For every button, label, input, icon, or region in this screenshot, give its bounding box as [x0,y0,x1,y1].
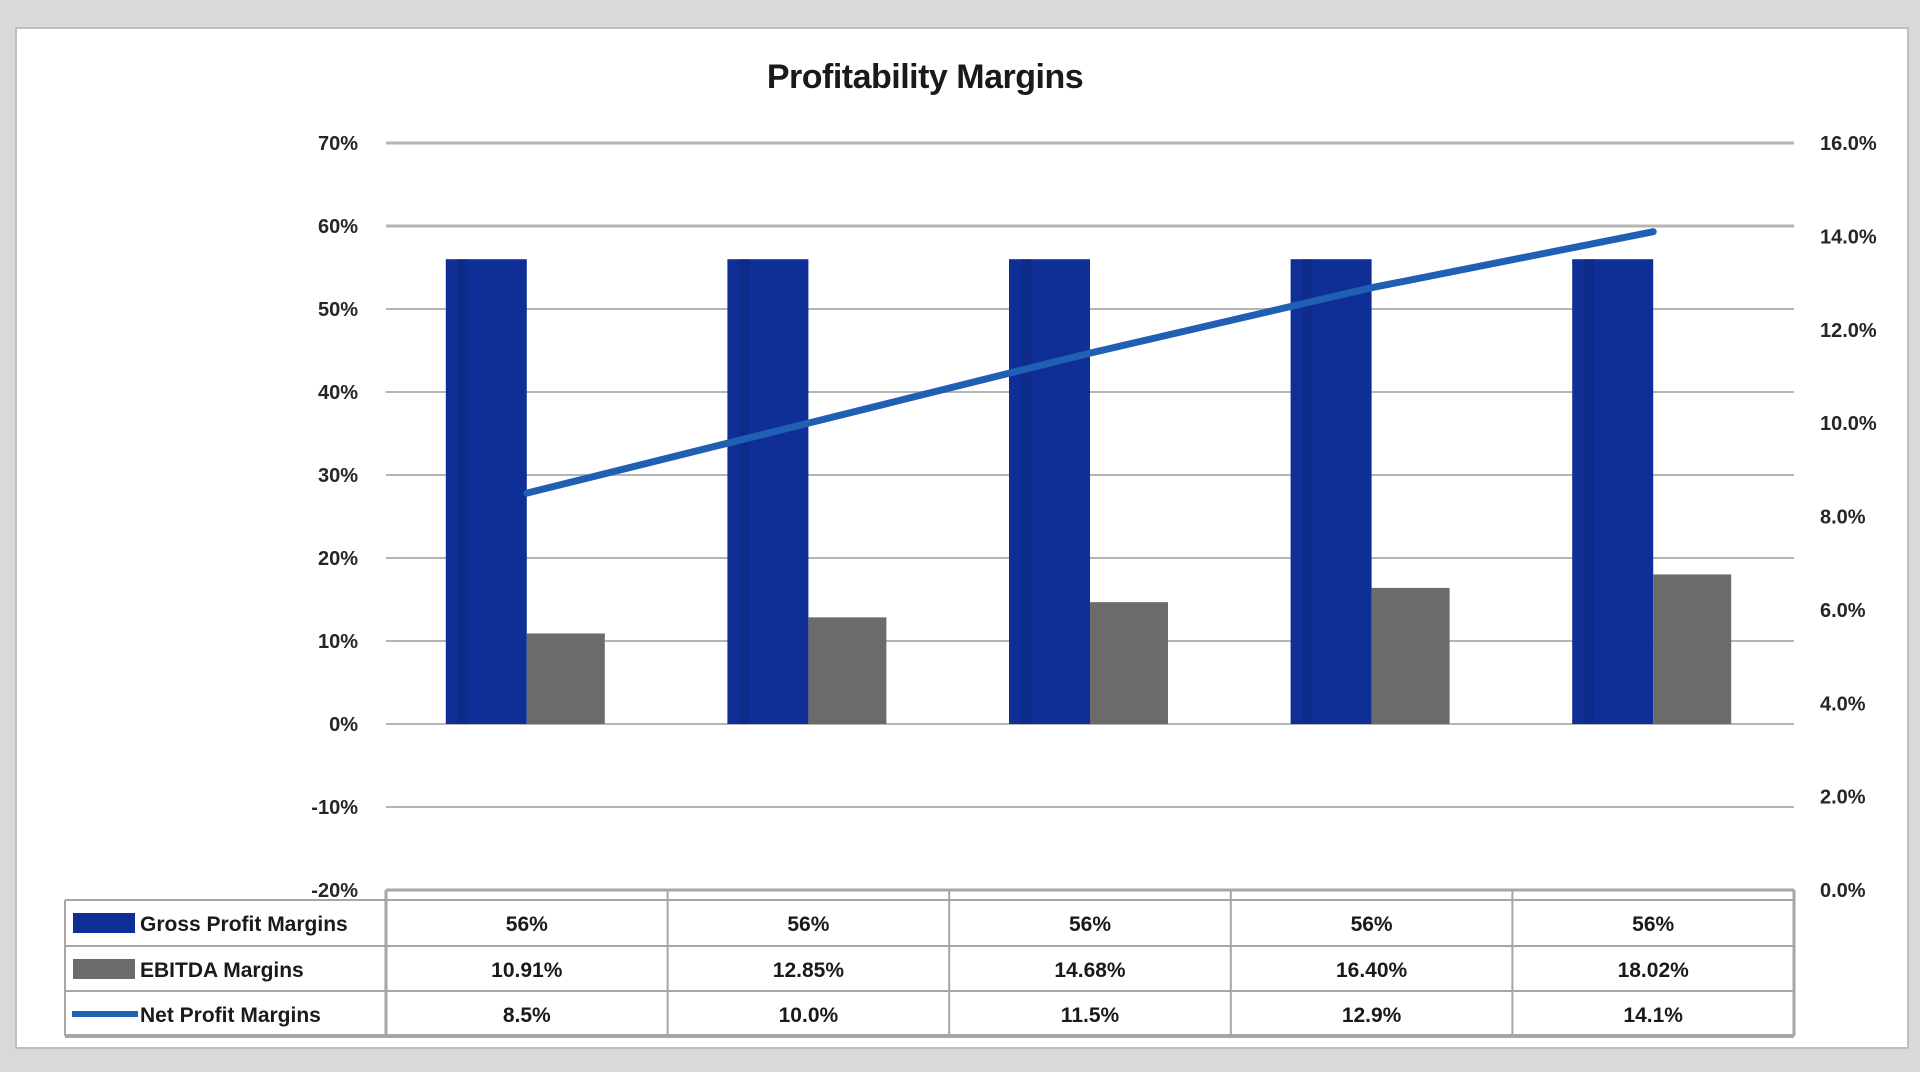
ebitda-bar [1090,602,1168,724]
y-left-tick-label: 10% [318,631,358,653]
gross-profit-bar-shade [739,259,750,724]
y-left-tick-label: 50% [318,299,358,321]
gross-profit-bar-shade [457,259,468,724]
table-cell-value: 16.40% [1336,959,1408,982]
legend-label: EBITDA Margins [140,959,304,982]
table-cell-value: 56% [787,913,829,936]
ebitda-bar [1653,574,1732,724]
table-cell-value: 56% [1632,913,1674,936]
gross-profit-bar-shade [1584,259,1595,724]
gross-profit-bar-shade [1021,259,1031,724]
table-cell-value: 14.1% [1623,1004,1683,1027]
y-right-tick-label: 12.0% [1820,320,1877,342]
table-cell-value: 14.68% [1054,959,1126,982]
table-cell-value: 11.5% [1061,1004,1120,1027]
y-left-tick-label: 0% [329,714,358,736]
net-profit-line [523,228,1657,497]
table-cell-value: 8.5% [503,1004,551,1027]
y-left-tick-label: -20% [311,880,358,902]
y-left-tick-label: 20% [318,548,358,570]
ebitda-bar [1371,587,1450,724]
y-left-tick-label: 40% [318,382,358,404]
y-right-tick-label: 14.0% [1820,226,1877,248]
chart-title: Profitability Margins [766,58,1084,96]
legend-label: Gross Profit Margins [140,913,348,936]
ebitda-bar [526,633,605,724]
legend-key-gross-profit [73,913,135,933]
y-right-tick-label: 6.0% [1820,600,1866,622]
y-right-tick-label: 0.0% [1820,880,1866,902]
y-right-tick-label: 10.0% [1820,413,1877,435]
table-cell-value: 10.0% [779,1004,839,1027]
y-right-tick-label: 4.0% [1820,693,1866,715]
legend-label: Net Profit Margins [140,1004,321,1027]
y-left-tick-label: 60% [318,216,358,238]
table-cell-value: 18.02% [1618,959,1690,982]
y-left-tick-label: 70% [318,133,358,155]
table-cell-value: 56% [1069,913,1111,936]
table-cell-value: 10.91% [491,959,563,982]
gross-profit-bar-shade [1302,259,1313,724]
y-right-tick-label: 16.0% [1820,133,1877,155]
y-right-tick-label: 8.0% [1820,507,1866,529]
y-right-tick-label: 2.0% [1820,787,1866,809]
table-cell-value: 12.9% [1342,1004,1402,1027]
legend-key-ebitda [73,959,135,979]
ebitda-bar [808,617,887,724]
table-cell-value: 56% [506,913,548,936]
y-left-tick-label: 30% [318,465,358,487]
table-cell-value: 56% [1351,913,1393,936]
table-cell-value: 12.85% [773,959,845,982]
y-left-tick-label: -10% [311,797,358,819]
